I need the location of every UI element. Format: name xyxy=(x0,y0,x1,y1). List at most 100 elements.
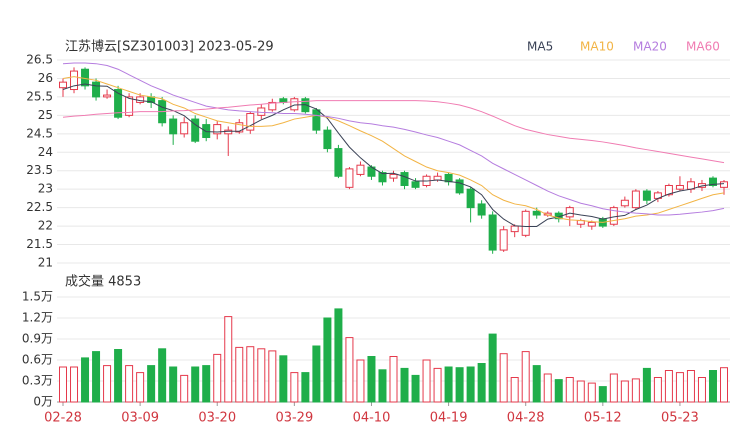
volume-bar xyxy=(191,366,200,403)
candle-body xyxy=(268,101,277,111)
chart-title: 江苏博云[SZ301003] 2023-05-29 xyxy=(65,39,274,55)
candle-body xyxy=(720,181,728,188)
volume-bar xyxy=(631,378,640,403)
candle-body xyxy=(664,184,673,196)
volume-bar xyxy=(246,346,255,403)
candle-body xyxy=(290,98,299,111)
candle-body xyxy=(235,122,244,133)
x-tick-label: 05-12 xyxy=(584,411,622,426)
candle-body xyxy=(620,199,629,207)
candle-body xyxy=(92,81,101,98)
volume-bar xyxy=(257,348,266,403)
y-tick-label: 1.2万 xyxy=(22,311,53,325)
volume-bar xyxy=(422,359,431,403)
candle-body xyxy=(587,221,596,227)
ma-line xyxy=(62,100,725,164)
y-tick-label: 21 xyxy=(38,256,53,270)
candle-body xyxy=(191,118,200,142)
legend-entry: MA60 xyxy=(686,40,720,54)
candle-body xyxy=(433,175,442,181)
y-tick-label: 25 xyxy=(38,108,53,122)
volume-bar xyxy=(697,377,706,403)
candle-body xyxy=(345,168,354,188)
y-tick-label: 0.3万 xyxy=(22,374,53,388)
x-tick-label: 03-09 xyxy=(121,411,159,426)
volume-bar xyxy=(675,372,684,403)
x-tick-label: 03-29 xyxy=(275,411,313,426)
x-tick-label: 04-10 xyxy=(353,411,391,426)
volume-bar xyxy=(235,346,244,403)
y-tick-label: 26 xyxy=(38,71,53,85)
candle-body xyxy=(246,113,255,131)
volume-bar xyxy=(290,372,299,403)
candle-body xyxy=(334,148,343,177)
volume-bar xyxy=(587,382,596,403)
candle-body xyxy=(312,109,321,131)
volume-bar xyxy=(301,372,310,403)
volume-bar xyxy=(334,308,343,403)
candle-body xyxy=(708,177,717,186)
y-tick-label: 0.6万 xyxy=(22,353,53,367)
x-tick-label: 05-23 xyxy=(661,411,699,426)
volume-bar xyxy=(147,365,156,403)
volume-title: 成交量 4853 xyxy=(65,274,141,290)
y-tick-label: 22 xyxy=(38,219,53,233)
volume-bar xyxy=(488,333,497,403)
volume-bar xyxy=(103,365,112,403)
y-tick-label: 1.5万 xyxy=(22,290,53,304)
volume-bar xyxy=(70,366,79,403)
candle-body xyxy=(125,96,134,116)
ma-line xyxy=(62,76,725,223)
volume-bar xyxy=(620,380,629,403)
candle-body xyxy=(631,190,640,209)
volume-bar xyxy=(708,370,717,403)
x-tick-label: 04-19 xyxy=(430,411,468,426)
volume-bar xyxy=(268,350,277,403)
y-tick-label: 23.5 xyxy=(26,163,53,177)
volume-bar xyxy=(521,351,530,403)
candle-body xyxy=(224,129,233,135)
volume-bar xyxy=(224,316,233,403)
y-tick-label: 26.5 xyxy=(26,53,53,67)
y-tick-label: 0.9万 xyxy=(22,332,53,346)
candle-body xyxy=(59,81,67,89)
candle-body xyxy=(510,225,519,233)
volume-bar xyxy=(642,367,651,403)
candle-body xyxy=(642,190,651,201)
volume-bar xyxy=(114,349,123,403)
volume-bar xyxy=(455,367,464,403)
candle-body xyxy=(180,122,189,135)
volume-bar xyxy=(81,357,90,403)
volume-bar xyxy=(125,365,134,403)
volume-bar xyxy=(444,366,453,403)
volume-bar xyxy=(686,370,695,403)
ma-line xyxy=(62,62,725,216)
volume-bar xyxy=(466,366,475,403)
candle-body xyxy=(81,68,90,87)
volume-bar xyxy=(312,345,321,403)
volume-bar xyxy=(356,359,365,403)
volume-bar xyxy=(400,367,409,403)
volume-bar xyxy=(598,386,607,403)
y-tick-label: 23 xyxy=(38,182,53,196)
candle-body xyxy=(103,94,112,98)
candle-body xyxy=(521,210,530,236)
volume-bar xyxy=(499,353,508,403)
candle-body xyxy=(675,184,684,190)
candle-body xyxy=(378,172,387,183)
candle-body xyxy=(114,89,123,118)
candle-body xyxy=(455,179,464,194)
volume-bar xyxy=(477,363,486,403)
volume-bar xyxy=(664,370,673,403)
candle-body xyxy=(400,172,409,186)
legend-entry: MA20 xyxy=(633,40,667,54)
candle-body xyxy=(565,207,574,218)
volume-bar xyxy=(389,356,398,403)
candle-body xyxy=(213,124,222,135)
volume-bar xyxy=(213,353,222,403)
volume-bar xyxy=(565,377,574,403)
candle-body xyxy=(169,118,178,135)
x-tick-label: 03-20 xyxy=(198,411,236,426)
volume-bar xyxy=(158,348,167,403)
